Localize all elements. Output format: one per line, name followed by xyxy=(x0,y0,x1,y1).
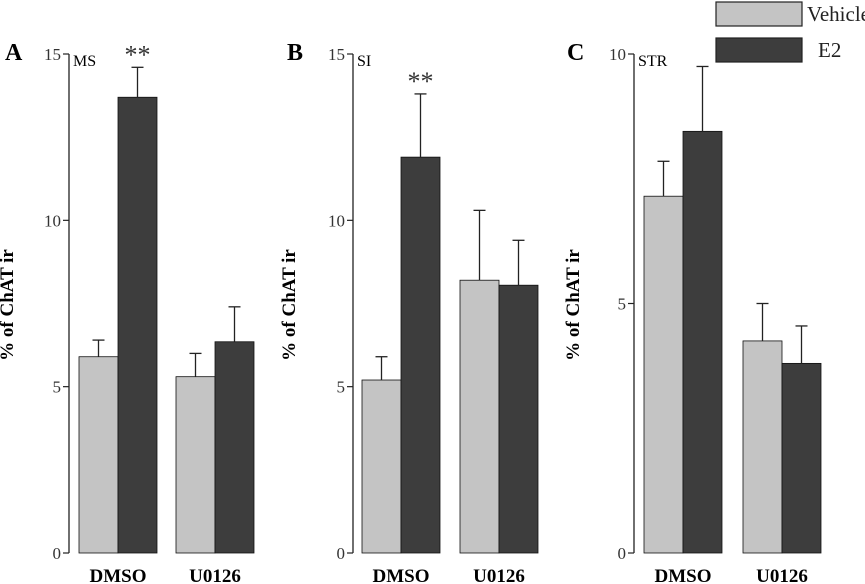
panel-a-bar-dmso-vehicle xyxy=(78,356,119,554)
legend: Vehicle E2 xyxy=(715,1,865,63)
panel-c-xtick-label-dmso: DMSO xyxy=(655,566,712,584)
panel-b-bar-dmso-vehicle xyxy=(361,379,402,554)
panel-c-y-axis-label: % of ChAT ir xyxy=(563,249,584,361)
panel-b-ytick-label-10: 10 xyxy=(328,211,345,230)
panel-c-ytick-label-10: 10 xyxy=(609,45,626,64)
panel-a-bar-dmso-e2 xyxy=(117,96,158,554)
panel-a-ytick-label-15: 15 xyxy=(44,45,61,64)
panel-c: C STR % of ChAT ir 0 5 10 DMSO U0126 xyxy=(563,40,822,584)
panel-a-ytick-label-10: 10 xyxy=(44,211,61,230)
panel-a-ytick-label-5: 5 xyxy=(53,378,62,397)
panel-b-bar-dmso-e2 xyxy=(400,156,441,554)
panel-b-bar-u0126-vehicle xyxy=(459,279,500,554)
panel-b-letter: B xyxy=(287,40,303,66)
panel-c-bar-dmso-vehicle xyxy=(643,195,684,554)
legend-swatch-vehicle xyxy=(715,1,803,27)
panel-c-bar-dmso-e2 xyxy=(682,130,723,554)
panel-b-y-axis-label: % of ChAT ir xyxy=(279,249,300,361)
panel-a-bar-u0126-e2 xyxy=(214,341,255,554)
panel-b-ytick-label-5: 5 xyxy=(337,378,346,397)
panel-b-significance-marker: ** xyxy=(408,67,434,96)
panel-c-ytick-label-0: 0 xyxy=(618,544,627,563)
panel-c-xtick-label-u0126: U0126 xyxy=(756,566,808,584)
panel-b-bar-u0126-e2 xyxy=(498,284,539,554)
panel-a-xtick-label-u0126: U0126 xyxy=(189,566,241,584)
panel-b-xtick-label-dmso: DMSO xyxy=(373,566,430,584)
panel-b-ytick-label-0: 0 xyxy=(337,544,346,563)
legend-swatch-e2 xyxy=(715,37,803,63)
panel-b-ytick-label-15: 15 xyxy=(328,45,345,64)
panel-a-significance-marker: ** xyxy=(125,40,151,69)
panel-c-letter: C xyxy=(567,40,584,66)
panel-b-region-label: SI xyxy=(357,53,371,70)
panel-a-xtick-label-dmso: DMSO xyxy=(90,566,147,584)
panel-a-y-axis-label: % of ChAT ir xyxy=(0,249,18,361)
panel-c-bar-u0126-e2 xyxy=(781,362,822,554)
legend-label-e2: E2 xyxy=(818,38,841,62)
panel-a-letter: A xyxy=(5,40,23,66)
panel-a-ytick-label-0: 0 xyxy=(53,544,62,563)
panel-c-region-label: STR xyxy=(638,53,668,70)
panel-a-bar-u0126-vehicle xyxy=(175,376,216,554)
panel-a-region-label: MS xyxy=(73,53,96,70)
panel-b: B SI % of ChAT ir 0 5 10 15 DMSO U0126 ** xyxy=(279,40,539,584)
legend-label-vehicle: Vehicle xyxy=(807,2,865,26)
panel-c-ytick-label-5: 5 xyxy=(618,295,627,314)
panel-b-xtick-label-u0126: U0126 xyxy=(473,566,525,584)
panel-c-bar-u0126-vehicle xyxy=(742,340,783,554)
panel-a: A MS % of ChAT ir 0 5 10 15 DMSO U0126 ** xyxy=(0,40,255,584)
